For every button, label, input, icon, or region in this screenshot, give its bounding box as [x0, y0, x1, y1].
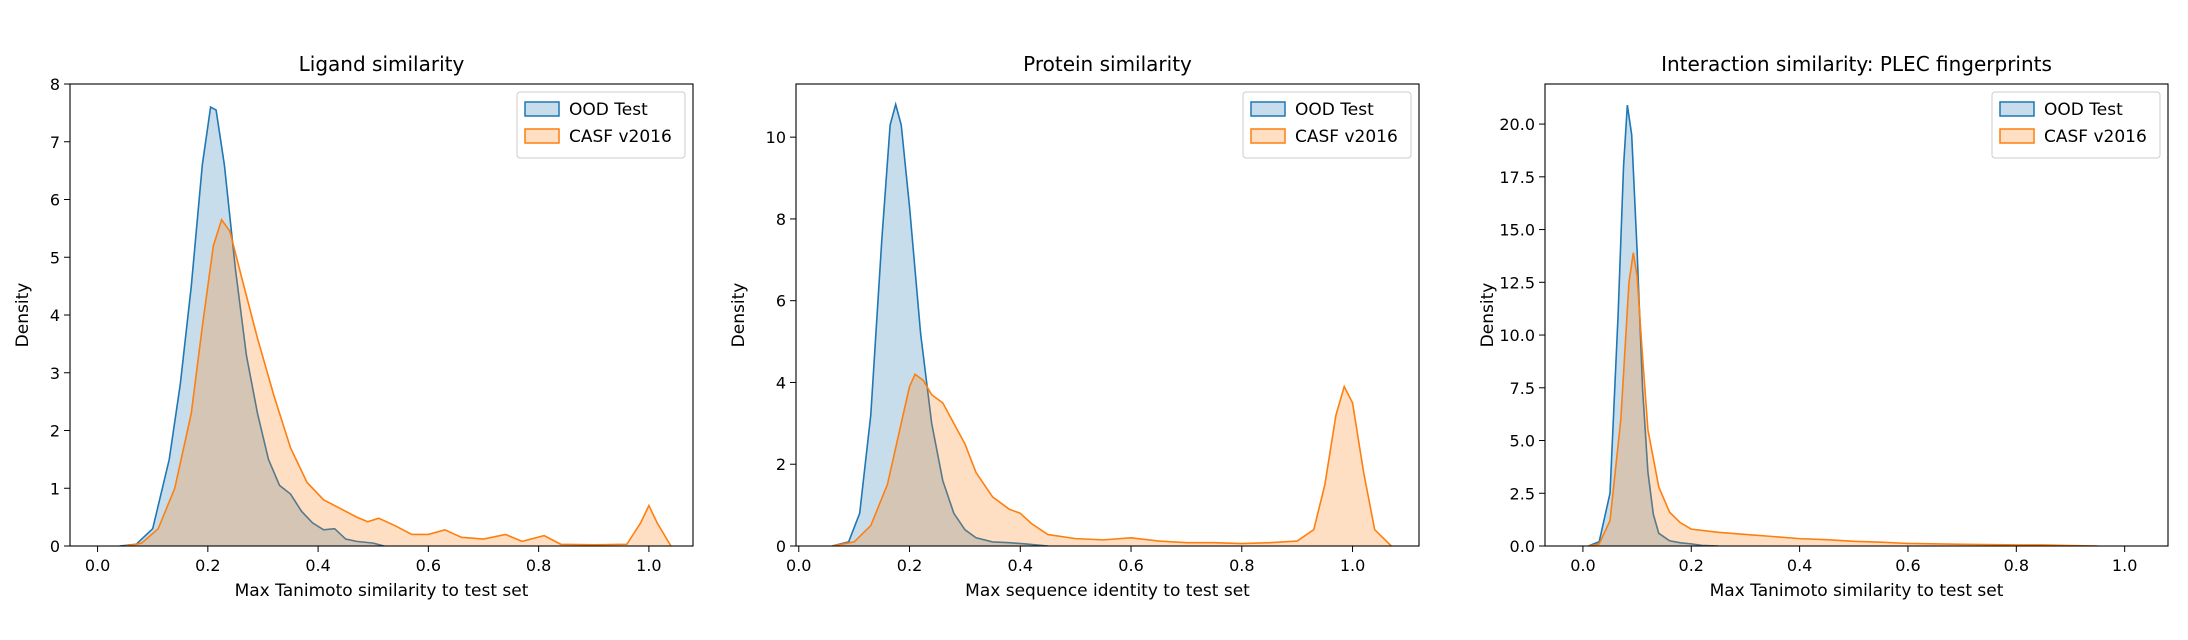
legend: OOD Test CASF v2016: [1991, 91, 2161, 159]
chart-panel-1: 0.0 0.2 0.4 0.6 0.8 1.0 0 1 2 3 4 5 6 7 8 Ligand simila…: [13, 52, 694, 601]
density-area-ood-test: [1588, 105, 1719, 546]
x-tick-label: 0.0: [1570, 556, 1595, 575]
y-tick-label: 10: [766, 128, 786, 147]
y-tick-label: 20.0: [1499, 115, 1535, 134]
chart-panel-3: 0.0 0.2 0.4 0.6 0.8 1.0 0.0 2.5 5.0 7.5 10.0 12.5 15…: [1478, 52, 2169, 601]
density-area-casf-v2016: [125, 219, 671, 546]
x-tick-label: 1.0: [636, 556, 661, 575]
legend-label-ood-test: OOD Test: [1295, 100, 1374, 120]
legend-label-casf-v2016: CASF v2016: [2044, 127, 2147, 147]
y-tick-label: 12.5: [1499, 273, 1535, 292]
y-axis-label: Density: [729, 283, 749, 348]
y-tick-label: 0.0: [1510, 537, 1535, 556]
y-tick-label: 17.5: [1499, 168, 1535, 187]
x-tick-label: 1.0: [2112, 556, 2137, 575]
x-tick-label: 0.0: [85, 556, 110, 575]
axes-frame: [795, 83, 1420, 547]
plot-area: [1588, 104, 2098, 546]
x-tick-label: 0.4: [1787, 556, 1812, 575]
y-tick-label: 4: [776, 373, 786, 392]
x-tick-label: 0.6: [1118, 556, 1143, 575]
legend-swatch-ood-test: [524, 101, 560, 117]
y-tick-label: 5: [50, 248, 60, 267]
x-axis-label: Max sequence identity to test set: [965, 581, 1250, 601]
legend-label-casf-v2016: CASF v2016: [569, 127, 672, 147]
legend: OOD Test CASF v2016: [516, 91, 686, 159]
chart-title: Ligand similarity: [299, 52, 465, 76]
x-tick-label: 0.2: [195, 556, 220, 575]
x-tick-label: 0.6: [1895, 556, 1920, 575]
y-tick-label: 2: [776, 455, 786, 474]
x-tick-label: 0.2: [897, 556, 922, 575]
x-tick-label: 0.8: [526, 556, 551, 575]
density-area-casf-v2016: [1588, 252, 2098, 546]
legend-label-ood-test: OOD Test: [2044, 100, 2123, 120]
y-tick-label: 8: [776, 210, 786, 229]
y-axis-label: Density: [13, 283, 33, 348]
density-area-ood-test: [832, 104, 1048, 546]
y-tick-label: 1: [50, 479, 60, 498]
legend: OOD Test CASF v2016: [1242, 91, 1412, 159]
chart-title: Interaction similarity: PLEC fingerprint…: [1661, 52, 2052, 76]
y-tick-label: 5.0: [1510, 432, 1535, 451]
y-tick-label: 10.0: [1499, 326, 1535, 345]
x-axis-label: Max Tanimoto similarity to test set: [235, 581, 529, 601]
y-tick-label: 6: [50, 191, 60, 210]
legend-label-casf-v2016: CASF v2016: [1295, 127, 1398, 147]
y-tick-label: 3: [50, 364, 60, 383]
x-tick-label: 0.6: [416, 556, 441, 575]
legend-swatch-casf-v2016: [1250, 128, 1286, 144]
legend-swatch-ood-test: [1999, 101, 2035, 117]
density-line-ood-test: [831, 101, 1049, 546]
y-tick-label: 6: [776, 292, 786, 311]
x-tick-label: 0.4: [1008, 556, 1033, 575]
y-tick-label: 8: [50, 75, 60, 94]
axes-frame: [1544, 83, 2169, 547]
y-tick-label: 0: [776, 537, 786, 556]
x-tick-label: 0.0: [786, 556, 811, 575]
density-line-casf-v2016: [1588, 252, 2098, 546]
density-line-casf-v2016: [124, 217, 672, 546]
legend-swatch-ood-test: [1250, 101, 1286, 117]
chart-title: Protein similarity: [1023, 52, 1192, 76]
y-tick-label: 7: [50, 133, 60, 152]
density-line-ood-test: [119, 105, 385, 546]
y-tick-label: 2.5: [1510, 484, 1535, 503]
chart-panel-2: 0.0 0.2 0.4 0.6 0.8 1.0 0 2 4 6 8 10 Protein similar…: [729, 52, 1420, 601]
y-tick-label: 7.5: [1510, 379, 1535, 398]
density-line-ood-test: [1588, 104, 1719, 546]
plot-area: [831, 101, 1392, 546]
density-area-casf-v2016: [832, 374, 1392, 546]
y-tick-label: 2: [50, 422, 60, 441]
x-tick-label: 0.8: [1229, 556, 1254, 575]
x-tick-label: 1.0: [1340, 556, 1365, 575]
x-axis-label: Max Tanimoto similarity to test set: [1710, 581, 2004, 601]
density-line-casf-v2016: [831, 373, 1392, 546]
x-tick-label: 0.2: [1679, 556, 1704, 575]
y-tick-label: 0: [50, 537, 60, 556]
legend-label-ood-test: OOD Test: [569, 100, 648, 120]
y-tick-label: 15.0: [1499, 221, 1535, 240]
plot-area: [119, 105, 672, 546]
legend-swatch-casf-v2016: [1999, 128, 2035, 144]
y-tick-label: 4: [50, 306, 60, 325]
legend-swatch-casf-v2016: [524, 128, 560, 144]
x-tick-label: 0.8: [2004, 556, 2029, 575]
x-tick-label: 0.4: [305, 556, 330, 575]
y-axis-label: Density: [1478, 283, 1498, 348]
